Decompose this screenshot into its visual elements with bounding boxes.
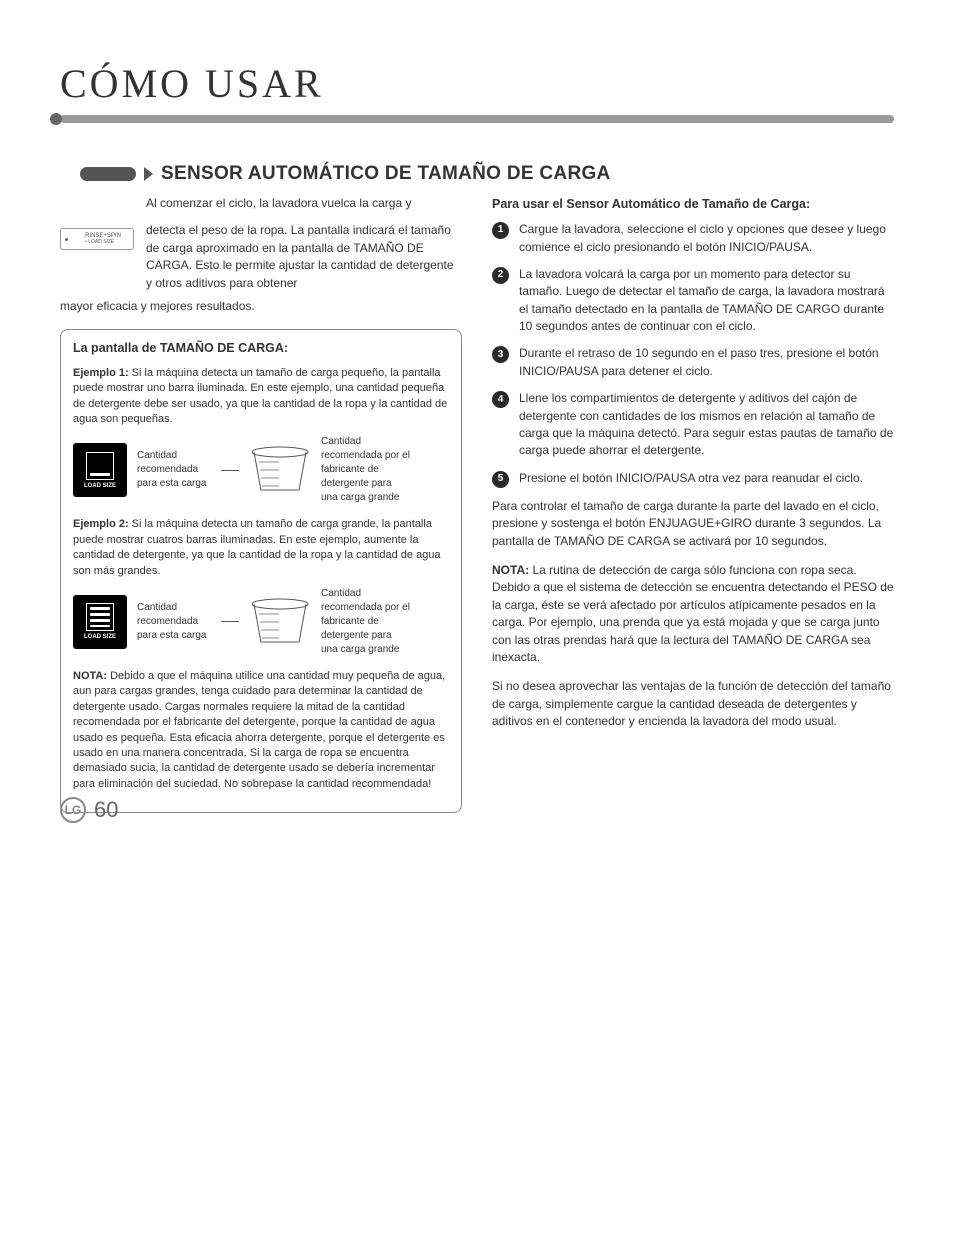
lg-logo-icon: LG <box>60 797 86 823</box>
example-2: Ejemplo 2: Si la máquina detecta un tama… <box>73 517 449 579</box>
right-p3: Si no desea aprovechar las ventajas de l… <box>492 678 894 730</box>
step-4: 4 Llene los compartimientos de detergent… <box>492 390 894 460</box>
measuring-cup-icon <box>249 446 311 494</box>
right-subheading: Para usar el Sensor Automático de Tamaño… <box>492 195 894 213</box>
measuring-cup-icon-2 <box>249 598 311 646</box>
step-3-text: Durante el retraso de 10 segundo en el p… <box>519 345 894 380</box>
button-dot-icon <box>65 238 68 241</box>
intro-block: RINSE+SPIN• LOAD SIZE detecta el peso de… <box>60 222 462 292</box>
intro-after: mayor eficacia y mejores resultados. <box>60 298 462 315</box>
load-badge-text-2: LOAD SIZE <box>84 634 116 640</box>
rinse-spin-button-graphic: RINSE+SPIN• LOAD SIZE <box>60 228 134 250</box>
section-header: SENSOR AUTOMÁTICO DE TAMAÑO DE CARGA <box>60 163 894 185</box>
bars-1-icon <box>86 452 114 480</box>
step-number-1: 1 <box>492 222 509 239</box>
load-badge-text: LOAD SIZE <box>84 483 116 489</box>
step-number-2: 2 <box>492 267 509 284</box>
step-5-text: Presione el botón INICIO/PAUSA otra vez … <box>519 470 894 488</box>
right-p1: Para controlar el tamaño de carga durant… <box>492 498 894 550</box>
header-rule <box>60 115 894 123</box>
step-number-5: 5 <box>492 471 509 488</box>
content-columns: Al comenzar el ciclo, la lavadora vuelca… <box>60 195 894 813</box>
diagram-ex2: LOAD SIZE Cantidad recomendada para esta… <box>73 587 449 657</box>
mfr-amount-label-2: Cantidad recomendada por el fabricante d… <box>321 587 411 657</box>
step-1-text: Cargue la lavadora, seleccione el ciclo … <box>519 221 894 256</box>
section-title: SENSOR AUTOMÁTICO DE TAMAÑO DE CARGA <box>161 163 611 185</box>
section-pill-icon <box>80 167 136 181</box>
intro-line: Al comenzar el ciclo, la lavadora vuelca… <box>146 195 462 212</box>
arrow-right-icon <box>144 167 153 181</box>
example-1: Ejemplo 1: Si la máquina detecta un tama… <box>73 366 449 428</box>
diagram-ex1: LOAD SIZE Cantidad recomendada para esta… <box>73 435 449 505</box>
left-column: Al comenzar el ciclo, la lavadora vuelca… <box>60 195 462 813</box>
step-number-4: 4 <box>492 391 509 408</box>
page-title: CÓMO USAR <box>60 60 894 107</box>
step-5: 5 Presione el botón INICIO/PAUSA otra ve… <box>492 470 894 488</box>
bars-4-icon <box>86 603 114 631</box>
step-2-text: La lavadora volcará la carga por un mome… <box>519 266 894 336</box>
panel-heading: La pantalla de TAMAÑO DE CARGA: <box>73 340 449 358</box>
step-number-3: 3 <box>492 346 509 363</box>
page-footer: LG 60 <box>60 797 118 823</box>
mfr-amount-label: Cantidad recomendada por el fabricante d… <box>321 435 411 505</box>
intro-block-text: detecta el peso de la ropa. La pantalla … <box>146 223 454 289</box>
rec-amount-label: Cantidad recomendada para esta carga <box>137 449 239 491</box>
panel-nota: NOTA: Debido a que el máquina utilice un… <box>73 669 449 792</box>
step-1: 1 Cargue la lavadora, seleccione el cicl… <box>492 221 894 256</box>
rec-amount-label-2: Cantidad recomendada para esta carga <box>137 601 239 643</box>
right-column: Para usar el Sensor Automático de Tamaño… <box>492 195 894 813</box>
right-nota: NOTA: La rutina de detección de carga só… <box>492 562 894 666</box>
load-size-badge-small: LOAD SIZE <box>73 443 127 497</box>
step-4-text: Llene los compartimientos de detergente … <box>519 390 894 460</box>
button-label: RINSE+SPIN• LOAD SIZE <box>79 233 121 245</box>
step-3: 3 Durante el retraso de 10 segundo en el… <box>492 345 894 380</box>
load-size-badge-large: LOAD SIZE <box>73 595 127 649</box>
load-size-panel: La pantalla de TAMAÑO DE CARGA: Ejemplo … <box>60 329 462 813</box>
step-2: 2 La lavadora volcará la carga por un mo… <box>492 266 894 336</box>
page-number: 60 <box>94 797 118 823</box>
